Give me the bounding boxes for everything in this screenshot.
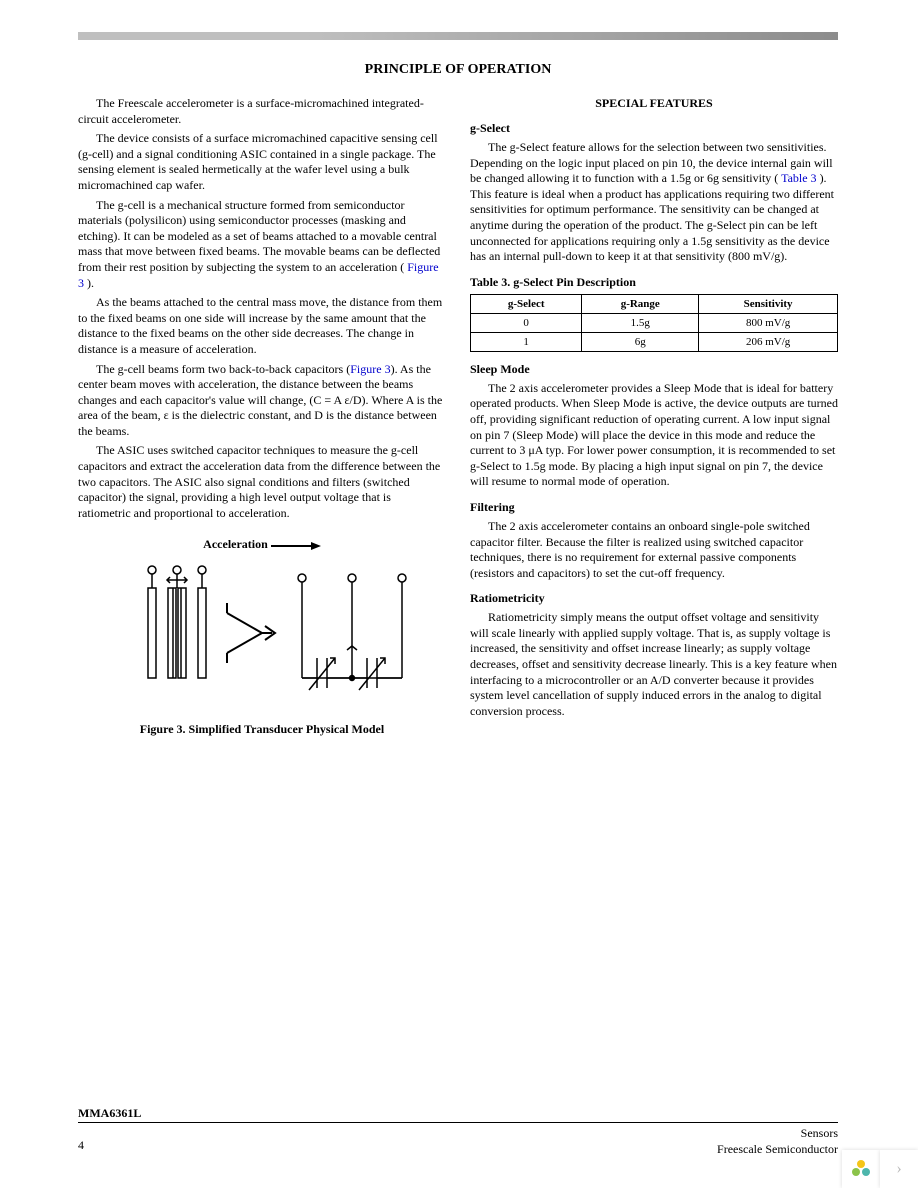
arrow-right-icon [271,541,321,551]
paragraph: Ratiometricity simply means the output o… [470,610,838,719]
corner-widget: › [842,1150,918,1188]
footer-company: Freescale Semiconductor [717,1142,838,1158]
paragraph: The g-cell is a mechanical structure for… [78,198,446,292]
figure-3-caption: Figure 3. Simplified Transducer Physical… [78,722,446,737]
columns: The Freescale accelerometer is a surface… [78,96,838,737]
text: The g-cell is a mechanical structure for… [78,198,440,274]
figure-3: Acceleration [78,537,446,737]
table-header: Sensitivity [699,294,838,313]
paragraph: The g-Select feature allows for the sele… [470,140,838,265]
table-row: 1 6g 206 mV/g [471,332,838,351]
table-row: 0 1.5g 800 mV/g [471,313,838,332]
special-features-heading: SPECIAL FEATURES [470,96,838,111]
logo-button[interactable] [842,1150,880,1188]
right-column: SPECIAL FEATURES g-Select The g-Select f… [470,96,838,737]
paragraph: The Freescale accelerometer is a surface… [78,96,446,127]
acceleration-label: Acceleration [203,537,268,551]
paragraph: The 2 axis accelerometer provides a Slee… [470,381,838,490]
table-cell: 800 mV/g [699,313,838,332]
paragraph: The g-cell beams form two back-to-back c… [78,362,446,440]
petal-logo-icon [849,1157,873,1181]
paragraph: The 2 axis accelerometer contains an onb… [470,519,838,581]
text: ). [87,276,94,290]
table-cell: 6g [582,332,699,351]
content-area: PRINCIPLE OF OPERATION The Freescale acc… [78,62,838,737]
page-number: 4 [78,1138,84,1153]
g-select-heading: g-Select [470,121,838,136]
chevron-right-icon: › [896,1160,901,1178]
table-3-caption: Table 3. g-Select Pin Description [470,275,838,290]
part-number: MMA6361L [78,1106,141,1121]
left-column: The Freescale accelerometer is a surface… [78,96,446,737]
top-bar [78,32,838,40]
table-3-link[interactable]: Table 3 [781,171,816,185]
footer-right: Sensors Freescale Semiconductor [717,1126,838,1157]
filtering-heading: Filtering [470,500,838,515]
footer-rule [78,1122,838,1123]
transducer-diagram [97,558,427,708]
page: PRINCIPLE OF OPERATION The Freescale acc… [0,0,918,1188]
table-cell: 0 [471,313,582,332]
table-header-row: g-Select g-Range Sensitivity [471,294,838,313]
text: μA typ. For lower power consumption, it … [470,443,835,488]
footer-category: Sensors [717,1126,838,1142]
g-select-table: g-Select g-Range Sensitivity 0 1.5g 800 … [470,294,838,352]
ratiometricity-heading: Ratiometricity [470,591,838,606]
table-cell: 206 mV/g [699,332,838,351]
table-cell: 1.5g [582,313,699,332]
text: The g-Select feature allows for the sele… [470,140,833,185]
table-header: g-Select [471,294,582,313]
text: The g-cell beams form two back-to-back c… [96,362,350,376]
paragraph: As the beams attached to the central mas… [78,295,446,357]
sleep-mode-heading: Sleep Mode [470,362,838,377]
paragraph: The device consists of a surface microma… [78,131,446,193]
paragraph: The ASIC uses switched capacitor techniq… [78,443,446,521]
next-button[interactable]: › [880,1150,918,1188]
figure-3-link[interactable]: Figure 3 [350,362,390,376]
page-title: PRINCIPLE OF OPERATION [78,62,838,78]
table-cell: 1 [471,332,582,351]
table-header: g-Range [582,294,699,313]
